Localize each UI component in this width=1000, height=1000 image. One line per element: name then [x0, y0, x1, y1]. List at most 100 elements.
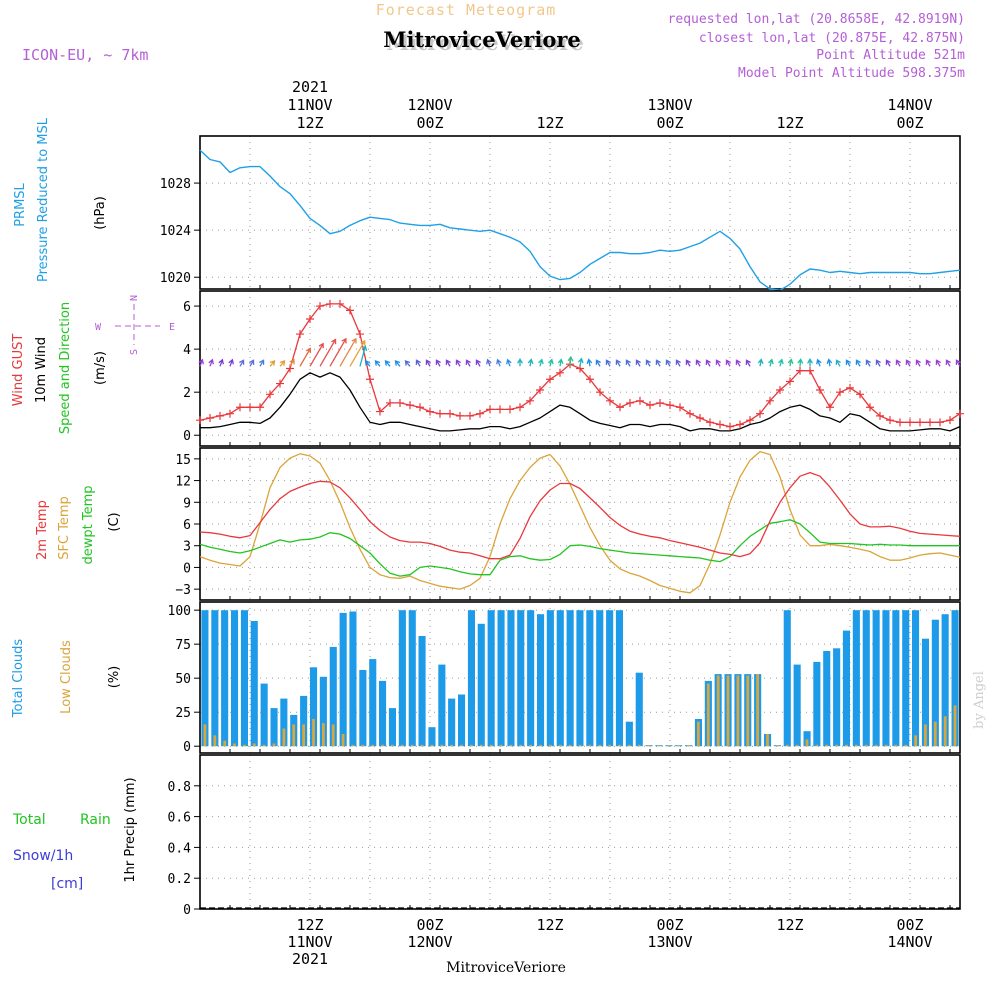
low-clouds-bar [243, 744, 246, 747]
model-altitude: Model Point Altitude 598.375m [738, 66, 965, 81]
low-clouds-bar [351, 744, 355, 747]
low-clouds-bar [627, 744, 631, 747]
wind-gust-marker [226, 409, 234, 418]
wind-direction-arrow [239, 359, 245, 367]
wind-direction-arrow [435, 359, 441, 367]
wind-direction-arrow [925, 359, 931, 367]
wind-gust-marker [886, 416, 894, 425]
total-clouds-bar [300, 695, 308, 747]
wind-gust-marker [826, 403, 834, 412]
total-clouds-bar [339, 612, 347, 747]
low-clouds-bar [400, 744, 404, 747]
wind-direction-arrow [425, 359, 431, 367]
wind-gust-marker [786, 377, 794, 386]
low-clouds-bar [647, 745, 651, 747]
wind-direction-arrow [695, 359, 701, 367]
wind-gust-marker [666, 401, 674, 410]
wind-gust-marker [216, 411, 224, 420]
wind-direction-arrow [826, 358, 833, 367]
dewpt-label: dewpt Temp [81, 485, 96, 564]
wind-ytick-label: 0 [183, 429, 191, 444]
low-clouds-bar [716, 675, 720, 747]
wind-gust-marker [416, 403, 424, 412]
compass-east: E [169, 322, 175, 333]
wind-direction-arrow [445, 359, 451, 367]
compass-rose: N S W E [95, 295, 175, 355]
wind-gust-marker [646, 401, 654, 410]
clouds-ytick-label: 25 [175, 706, 191, 721]
wind-gust-marker [806, 366, 814, 375]
location-title-shadow: MitroviceVeriore [386, 30, 584, 55]
low-clouds-bar [618, 744, 621, 747]
total-clouds-bar [615, 610, 623, 747]
wind-gust-marker [456, 411, 464, 420]
precip-ytick-label: 0.2 [168, 872, 191, 887]
sfc-temp-line [199, 450, 961, 594]
low-clouds-bar [568, 744, 572, 747]
wind-direction-arrow [945, 359, 951, 367]
pressure-ytick-label: 1020 [160, 271, 191, 286]
precip-labels: Total Rain Snow/1h [cm] 1hr Precip (mm) [12, 777, 138, 892]
wind-direction-arrow [905, 359, 911, 367]
total-clouds-bar [783, 610, 791, 747]
low-clouds-bar [667, 745, 671, 747]
wind-direction-arrow [778, 358, 784, 367]
wind-gust-marker [816, 386, 824, 395]
total-clouds-bar [418, 636, 426, 747]
precip-ytick-label: 0.4 [168, 841, 192, 856]
wind-gust-marker [606, 396, 614, 405]
total-clouds-bar [349, 611, 357, 747]
low-clouds-bar [272, 743, 276, 747]
low-clouds-bar [331, 724, 335, 747]
clouds-frame [199, 601, 961, 754]
total-clouds-bar [448, 698, 456, 747]
wind-direction-arrow [685, 359, 691, 367]
bottom-time-label: 2021 [292, 950, 328, 968]
low-clouds-bar [598, 744, 602, 747]
temperature-ytick-label: 3 [183, 540, 191, 555]
low-clouds-bar [795, 744, 799, 747]
wind-gust-marker [686, 409, 694, 418]
wind-gust-marker [336, 299, 344, 308]
total-clouds-bar [931, 619, 939, 747]
total-clouds-bar [823, 651, 831, 747]
wind-gust-marker [846, 383, 854, 392]
low-clouds-bar [864, 744, 868, 747]
low-clouds-bar [697, 721, 700, 747]
wind-gust-marker [256, 403, 264, 412]
wind-gust-marker [516, 403, 524, 412]
wind-gust-marker [376, 407, 384, 416]
clouds-panel: 0 25 50 75 100 [168, 601, 961, 755]
temperature-ytick-label: 0 [183, 561, 191, 576]
wind-gust-marker [406, 401, 414, 410]
total-clouds-bar [408, 610, 416, 747]
total-clouds-bar [912, 610, 920, 747]
top-time-label: 11NOV [287, 96, 332, 114]
compass-south: S [129, 349, 140, 355]
wind-direction-arrow [855, 359, 861, 367]
total-clouds-bar [359, 670, 367, 747]
low-clouds-bar [470, 744, 473, 747]
requested-coords: requested lon,lat (20.8658E, 42.8919N) [668, 12, 965, 27]
wind-direction-arrow [496, 358, 502, 367]
total-clouds-bar [813, 661, 821, 747]
low-clouds-bar [637, 744, 641, 747]
low-clouds-bar [479, 744, 483, 747]
total-clouds-bar [892, 610, 900, 747]
total-clouds-bar [379, 680, 387, 747]
wind-gust-marker [596, 388, 604, 397]
total-clouds-bar [428, 727, 436, 747]
wind-direction-arrow [249, 359, 255, 367]
low-clouds-bar [223, 740, 227, 747]
low-clouds-bar [766, 734, 769, 747]
wind-gust-marker [506, 405, 514, 414]
wind-gust-marker [546, 375, 554, 384]
bottom-time-label: 00Z [416, 916, 443, 934]
low-clouds-bar [381, 744, 384, 747]
wind-direction-arrow [615, 359, 621, 367]
wind-direction-arrow [455, 359, 461, 367]
total-clouds-bar [240, 610, 248, 747]
wind-gust-marker [236, 403, 244, 412]
low-clouds-bar [657, 745, 661, 747]
total-clouds-bar [625, 721, 633, 747]
